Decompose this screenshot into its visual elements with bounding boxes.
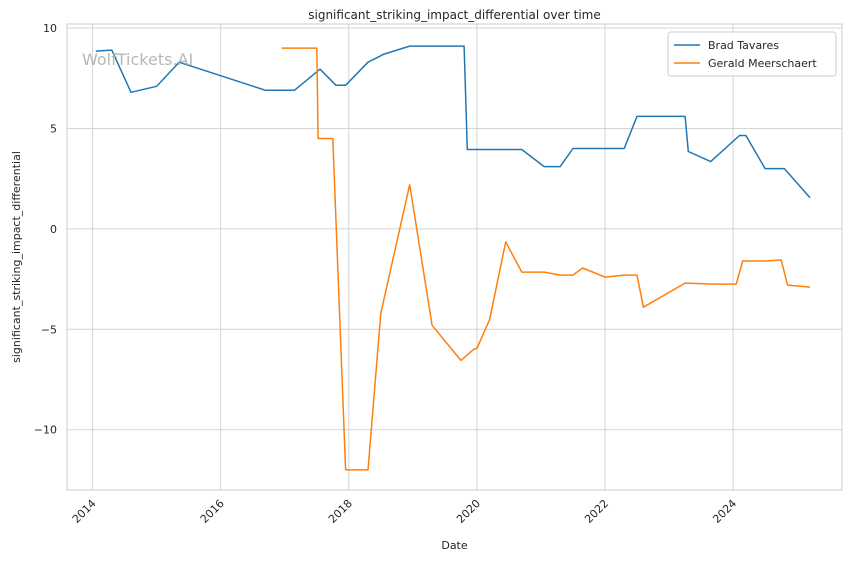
legend-box	[667, 31, 837, 77]
legend: Brad Tavares Gerald Meerschaert	[667, 31, 837, 77]
series-lines	[95, 45, 811, 471]
x-tick-label: 2024	[710, 497, 739, 526]
x-tick-label: 2022	[582, 497, 611, 526]
y-tick-label: −5	[41, 323, 57, 336]
legend-label: Gerald Meerschaert	[708, 57, 817, 70]
y-tick-label: −10	[34, 424, 57, 437]
series-line-2	[281, 47, 811, 471]
x-axis-label: Date	[441, 539, 468, 552]
x-axis-ticks: 2014 2016 2018 2020 2022 2024	[70, 497, 739, 526]
x-tick-label: 2020	[454, 497, 483, 526]
plot-frame	[66, 23, 843, 491]
legend-label: Brad Tavares	[708, 39, 779, 52]
x-tick-label: 2016	[198, 497, 227, 526]
x-tick-label: 2018	[326, 497, 355, 526]
x-tick-label: 2014	[70, 497, 99, 526]
y-tick-label: 10	[43, 22, 57, 35]
y-tick-label: 0	[50, 223, 57, 236]
y-tick-label: 5	[50, 122, 57, 135]
watermark: WolfTickets.AI	[82, 50, 193, 69]
grid	[67, 24, 842, 490]
y-axis-label: significant_striking_impact_differential	[10, 151, 23, 363]
chart-title: significant_striking_impact_differential…	[308, 8, 600, 22]
y-axis-ticks: 10 5 0 −5 −10	[34, 22, 57, 437]
series-line-1	[95, 45, 811, 199]
